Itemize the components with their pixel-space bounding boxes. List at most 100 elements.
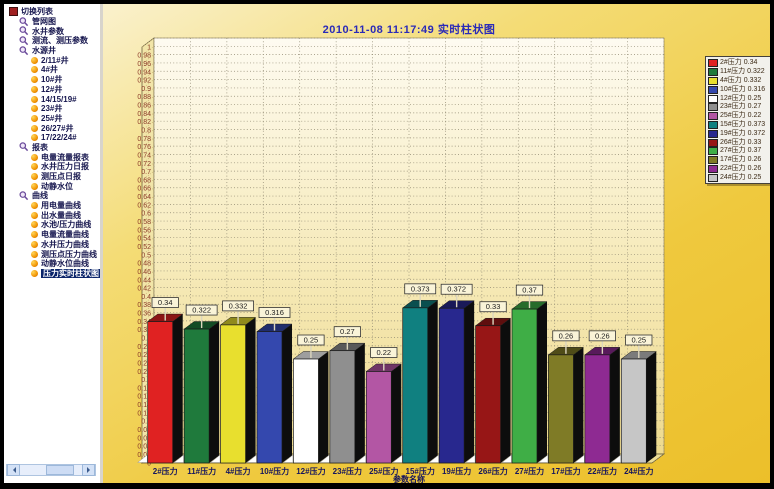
magnifier-icon: [19, 16, 29, 27]
ball-icon: [31, 250, 38, 258]
ball-icon: [31, 114, 38, 122]
scroll-right-arrow[interactable]: [82, 464, 95, 476]
sidebar-item[interactable]: 12#井: [4, 85, 100, 95]
value-label: 0.26: [559, 331, 574, 340]
y-axis-tick-label: 0.26: [137, 352, 151, 359]
x-axis-tick-label: 22#压力: [588, 466, 617, 476]
sidebar-item[interactable]: 14/15/19#: [4, 94, 100, 104]
ball-icon: [31, 85, 38, 93]
chart-legend: 2#压力 0.34 11#压力 0.322 4#压力 0.332 10#压力 0.31…: [705, 56, 770, 185]
y-axis-tick-label: 0.3: [141, 336, 151, 343]
sidebar-item[interactable]: 动静水位: [4, 181, 100, 191]
y-axis-tick-label: 0.84: [137, 111, 151, 118]
x-axis-title: 参数名称: [392, 474, 425, 483]
sidebar-item[interactable]: 2/11#井: [4, 55, 100, 65]
sidebar-item[interactable]: 26/27#井: [4, 123, 100, 133]
legend-label: 10#压力 0.316: [720, 85, 766, 93]
y-axis-tick-label: 0.06: [137, 435, 151, 442]
sidebar-item[interactable]: 10#井: [4, 75, 100, 85]
scrollbar-track[interactable]: [20, 465, 82, 475]
scroll-left-arrow[interactable]: [7, 464, 20, 476]
sidebar-item[interactable]: 测压点压力曲线: [4, 249, 100, 259]
sidebar-item[interactable]: 报表: [4, 142, 100, 153]
sidebar-item[interactable]: 出水量曲线: [4, 210, 100, 220]
y-axis-tick-label: 0.6: [141, 211, 151, 218]
value-label: 0.25: [304, 336, 319, 345]
wall-tick: [141, 54, 155, 64]
bar: [438, 307, 465, 464]
sidebar-item[interactable]: 水池/压力曲线: [4, 220, 100, 230]
bar: [402, 307, 429, 464]
value-label-box: [440, 283, 473, 295]
bar-side: [464, 300, 475, 463]
y-axis-tick-label: 0.5: [141, 252, 151, 259]
ball-icon: [31, 105, 38, 113]
wall-tick: [141, 87, 155, 98]
sidebar-item[interactable]: 管网图: [4, 16, 100, 27]
ball-icon: [31, 76, 38, 84]
sidebar-item-label: 测压点压力曲线: [41, 249, 97, 259]
y-axis-tick-label: 0.94: [137, 69, 151, 76]
y-axis-tick-label: 0.64: [137, 194, 151, 201]
sidebar-item[interactable]: 动静水位曲线: [4, 259, 100, 269]
sidebar-item[interactable]: 4#井: [4, 65, 100, 75]
x-axis-tick-label: 24#压力: [624, 466, 653, 476]
wall-tick: [141, 162, 155, 173]
value-label-box: [479, 301, 507, 313]
bar: [620, 358, 647, 464]
bar-floor-highlight: [173, 454, 184, 463]
sidebar-item-label: 水源井: [32, 46, 56, 56]
sidebar-horizontal-scrollbar[interactable]: [6, 464, 96, 476]
sidebar-item[interactable]: 切换列表: [4, 7, 100, 17]
y-axis-tick-label: 0.38: [137, 302, 151, 309]
wall-tick: [141, 170, 155, 181]
legend-item: 11#压力 0.322: [706, 68, 770, 77]
sidebar-item[interactable]: 23#井: [4, 104, 100, 114]
legend-swatch: [708, 112, 718, 121]
sidebar-item-label: 25#井: [41, 113, 63, 123]
sidebar-item-label: 4#井: [41, 65, 58, 75]
sidebar-item[interactable]: 电量流量报表: [4, 152, 100, 162]
app-client-area: 切换列表 管网图 水井参数 测流、测压参数 水源井 2/11#井 4#井 10#井 12#井 14…: [4, 4, 770, 483]
legend-item: 2#压力 0.34: [706, 59, 770, 68]
legend-item: 22#压力 0.26: [706, 164, 770, 174]
sidebar-item[interactable]: 水井压力日报: [4, 162, 100, 172]
sidebar-item[interactable]: 水井压力曲线: [4, 240, 100, 250]
wall-tick: [141, 237, 155, 247]
sidebar-item[interactable]: 测流、测压参数: [4, 36, 100, 46]
sidebar-item[interactable]: 压力实时柱状图: [4, 268, 100, 279]
x-axis-tick-label: 23#压力: [333, 466, 362, 476]
bar-side: [500, 318, 511, 463]
sidebar-item[interactable]: 水井参数: [4, 26, 100, 36]
sidebar-item-label: 出水量曲线: [41, 210, 81, 220]
sidebar-item-label: 水井参数: [32, 26, 64, 36]
y-axis-tick-label: 0.44: [137, 277, 151, 284]
sidebar-item[interactable]: 曲线: [4, 191, 100, 201]
ball-icon: [31, 173, 38, 181]
sidebar-item[interactable]: 电量流量曲线: [4, 230, 100, 240]
sidebar-item[interactable]: 17/22/24#: [4, 133, 100, 143]
x-axis-tick-label: 11#压力: [187, 466, 216, 476]
wall-tick: [141, 312, 155, 322]
legend-swatch: [708, 59, 718, 68]
magnifier-icon: [19, 36, 29, 46]
legend-item: 26#压力 0.33: [706, 138, 770, 147]
sidebar-item[interactable]: 25#井: [4, 114, 100, 124]
sidebar-item[interactable]: 用电量曲线: [4, 201, 100, 211]
ball-icon: [31, 182, 38, 190]
y-axis-tick-label: 0.42: [137, 286, 151, 293]
value-label: 0.34: [158, 298, 173, 307]
sidebar-item[interactable]: 水源井: [4, 45, 100, 56]
ball-icon: [31, 153, 38, 161]
left-triangle-icon: [10, 467, 16, 473]
legend-swatch: [708, 103, 718, 112]
bar-floor-highlight: [501, 454, 512, 463]
bar-floor-highlight: [464, 454, 476, 463]
legend-label: 25#压力 0.22: [720, 112, 762, 120]
y-axis-tick-label: 0.56: [137, 227, 151, 234]
legend-label: 23#压力 0.27: [720, 103, 762, 111]
sidebar-item[interactable]: 测压点日报: [4, 172, 100, 182]
scrollbar-thumb[interactable]: [46, 465, 74, 475]
legend-label: 19#压力 0.372: [720, 129, 766, 137]
